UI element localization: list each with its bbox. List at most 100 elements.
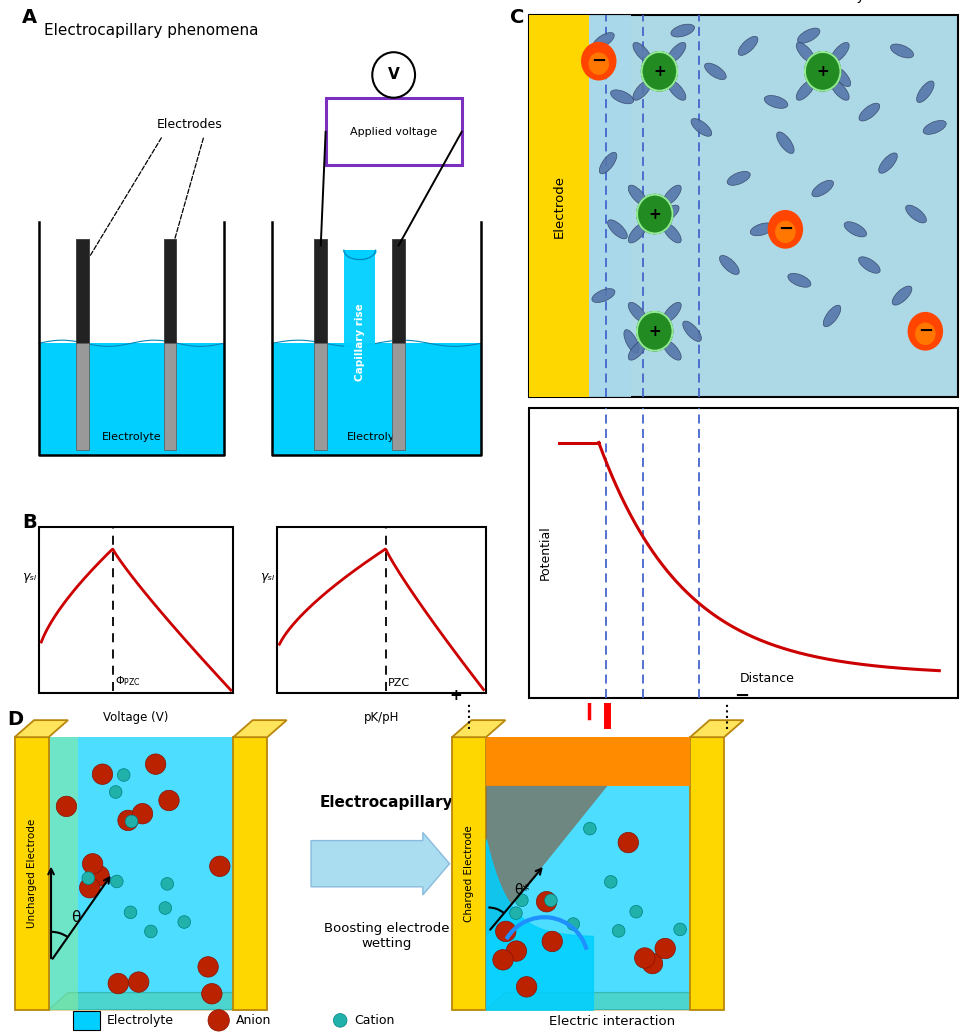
Circle shape [581, 41, 616, 81]
Ellipse shape [592, 288, 615, 303]
Text: Charged Electrode: Charged Electrode [464, 825, 474, 921]
Circle shape [544, 894, 557, 907]
Bar [344, 250, 375, 455]
Text: OHP: OHP [631, 0, 660, 2]
Circle shape [198, 956, 219, 977]
Circle shape [618, 832, 639, 853]
Polygon shape [690, 720, 744, 737]
Text: Distance: Distance [740, 672, 794, 686]
Bar [529, 16, 958, 397]
Circle shape [637, 312, 673, 351]
Text: Electrolyte: Electrolyte [347, 432, 406, 443]
Circle shape [506, 941, 527, 962]
Polygon shape [690, 737, 724, 1009]
Bar [277, 527, 486, 693]
Bar [163, 343, 177, 450]
Circle shape [108, 973, 128, 994]
Text: pK/pH: pK/pH [364, 711, 399, 725]
Circle shape [642, 52, 677, 91]
Ellipse shape [633, 80, 651, 100]
Ellipse shape [764, 95, 788, 109]
Ellipse shape [628, 340, 647, 360]
Ellipse shape [917, 81, 934, 102]
Circle shape [146, 754, 166, 774]
Ellipse shape [890, 44, 914, 58]
Circle shape [612, 924, 625, 937]
Circle shape [515, 894, 528, 907]
Circle shape [83, 854, 103, 874]
Bar [272, 343, 481, 455]
Ellipse shape [600, 152, 617, 174]
Bar [49, 737, 233, 1009]
Text: γₛₗ: γₛₗ [260, 571, 274, 583]
Circle shape [132, 803, 153, 824]
Circle shape [145, 925, 157, 938]
Circle shape [775, 220, 796, 243]
Text: Electrolyte: Electrolyte [107, 1014, 174, 1027]
Circle shape [178, 916, 191, 929]
Polygon shape [15, 720, 68, 737]
Text: B: B [21, 513, 37, 531]
Text: Uncharged Electrode: Uncharged Electrode [26, 819, 37, 929]
Text: Boosting electrode
wetting: Boosting electrode wetting [324, 922, 449, 950]
Ellipse shape [671, 24, 695, 37]
Bar [163, 239, 177, 343]
Circle shape [537, 891, 557, 912]
Ellipse shape [628, 222, 647, 243]
Ellipse shape [906, 205, 926, 223]
Ellipse shape [667, 42, 686, 63]
Circle shape [333, 1013, 347, 1027]
Bar [393, 343, 404, 450]
Ellipse shape [823, 305, 841, 327]
Circle shape [805, 52, 841, 91]
Circle shape [635, 948, 655, 968]
Circle shape [516, 977, 537, 997]
Circle shape [158, 790, 179, 811]
Polygon shape [15, 737, 49, 1009]
Text: +: + [648, 324, 661, 339]
Ellipse shape [914, 325, 937, 338]
Ellipse shape [830, 42, 850, 63]
Circle shape [118, 768, 130, 782]
Text: D: D [8, 710, 23, 729]
Ellipse shape [797, 28, 820, 43]
Bar [326, 98, 462, 165]
Circle shape [124, 906, 137, 918]
Text: +: + [816, 64, 829, 79]
Polygon shape [452, 720, 505, 737]
Circle shape [92, 764, 113, 785]
Ellipse shape [738, 36, 758, 56]
Text: Applied voltage: Applied voltage [350, 127, 437, 136]
Ellipse shape [593, 32, 614, 49]
Ellipse shape [788, 273, 811, 287]
Ellipse shape [705, 63, 726, 80]
Ellipse shape [844, 221, 867, 237]
Circle shape [493, 949, 513, 970]
Circle shape [56, 796, 77, 817]
Text: −: − [918, 323, 933, 340]
Ellipse shape [796, 80, 815, 100]
Bar [529, 407, 958, 698]
Ellipse shape [663, 302, 681, 323]
Ellipse shape [777, 132, 794, 153]
Ellipse shape [859, 103, 880, 121]
Text: Electrode: Electrode [553, 175, 566, 238]
Text: Electrocapillary: Electrocapillary [320, 795, 453, 811]
FancyArrow shape [311, 832, 449, 894]
Text: Anion: Anion [235, 1014, 271, 1027]
Text: −: − [778, 220, 793, 238]
Circle shape [161, 878, 174, 890]
Ellipse shape [812, 180, 834, 196]
Text: Cation: Cation [354, 1014, 395, 1027]
Circle shape [567, 918, 579, 931]
Text: Potential: Potential [538, 525, 551, 580]
Circle shape [588, 53, 609, 74]
Text: V: V [388, 67, 399, 83]
Circle shape [605, 876, 617, 888]
Text: $\Phi_{\mathrm{PZC}}$: $\Phi_{\mathrm{PZC}}$ [116, 674, 141, 688]
Ellipse shape [628, 302, 647, 323]
Circle shape [208, 1009, 229, 1031]
Ellipse shape [633, 42, 651, 63]
Circle shape [201, 983, 222, 1004]
Polygon shape [233, 720, 287, 737]
